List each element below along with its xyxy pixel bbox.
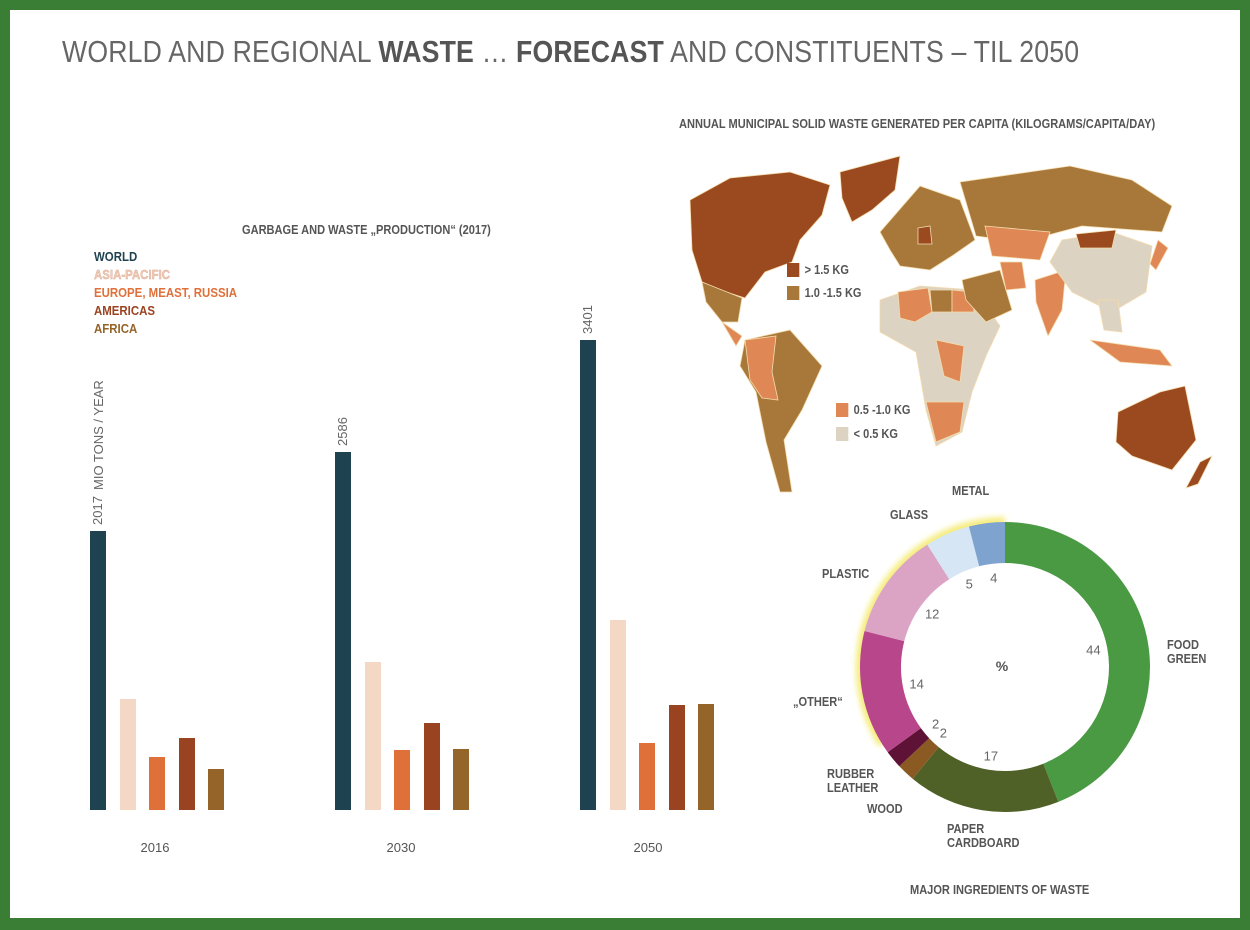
bar-africa-2030	[453, 749, 469, 810]
bar-world-2050	[580, 339, 596, 810]
bar-americas-2016	[178, 738, 195, 810]
map-australia	[1115, 385, 1197, 471]
donut-slice-paper-cardboard	[912, 747, 1059, 812]
map-mexico	[701, 281, 743, 323]
donut-title: MAJOR INGREDIENTS OF WASTE	[910, 882, 1090, 897]
map-central-america	[721, 321, 743, 347]
map-iran	[999, 261, 1027, 291]
bar-europe-meast-russia-2030	[394, 749, 410, 810]
map-new-zealand	[1185, 455, 1213, 489]
map-legend-high: > 1.5 KG	[787, 263, 849, 277]
bar-europe-meast-russia-2016	[149, 756, 165, 810]
title-bold-forecast: FORECAST	[515, 34, 664, 69]
donut-value-label: 14	[909, 676, 924, 692]
legend-world: WORLD	[94, 249, 138, 264]
donut-slice-plastic	[864, 544, 950, 642]
map-middle-east	[961, 269, 1013, 323]
map-title: ANNUAL MUNICIPAL SOLID WASTE GENERATED P…	[679, 116, 1156, 131]
title-text: WORLD AND REGIONAL	[62, 34, 379, 69]
donut-value-label: 12	[924, 606, 940, 622]
donut-slice-food-green	[1005, 522, 1150, 802]
title-text-end: AND CONSTITUENTS – TIL 2050	[664, 34, 1080, 69]
swatch-icon	[836, 403, 849, 417]
bar-asia-pacific-2016	[119, 699, 136, 810]
x-tick-2016: 2016	[140, 840, 170, 855]
label-rubber-leather: RUBBER LEATHER	[827, 766, 879, 795]
donut-slice-glass	[927, 526, 980, 580]
swatch-icon	[787, 286, 800, 300]
map-legend-mid-high: 1.0 -1.5 KG	[787, 286, 861, 300]
bar-europe-meast-russia-2050	[639, 742, 655, 810]
donut-value-label: 4	[990, 570, 998, 586]
donut-value-label: 5	[965, 576, 973, 592]
legend-americas: AMERICAS	[94, 303, 156, 318]
donut-value-label: 17	[983, 748, 999, 764]
bar-world-2030	[335, 452, 351, 810]
map-greenland	[839, 155, 901, 223]
x-tick-2050: 2050	[633, 840, 663, 855]
bar-americas-2050	[668, 704, 685, 810]
donut-slice-metal	[968, 522, 1005, 567]
map-central-asia	[984, 225, 1051, 261]
map-germany	[917, 225, 933, 245]
swatch-icon	[836, 427, 849, 441]
bar-africa-2016	[208, 769, 224, 810]
label-wood: WOOD	[867, 801, 903, 816]
legend-africa: AFRICA	[94, 321, 138, 336]
donut-value-label: 44	[1086, 642, 1101, 658]
map-andes	[744, 335, 779, 401]
map-japan	[1149, 239, 1169, 271]
map-legend-label: 1.0 -1.5 KG	[804, 286, 862, 300]
donut-center-label: %	[995, 658, 1009, 674]
donut-slice-wood	[899, 738, 939, 779]
map-indonesia	[1089, 339, 1173, 367]
page-title: WORLD AND REGIONAL WASTE … FORECAST AND …	[62, 34, 1079, 70]
bar-africa-2050	[698, 704, 714, 810]
map-china	[1049, 231, 1153, 313]
legend-asia-pacific: ASIA-PACIFIC	[94, 267, 171, 282]
map-legend-label: 0.5 -1.0 KG	[853, 403, 911, 417]
label-plastic: PLASTIC	[822, 566, 870, 581]
bar-americas-2030	[423, 722, 440, 810]
swatch-icon	[787, 263, 800, 277]
bar-chart-title: GARBAGE AND WASTE „PRODUCTION“ (2017)	[242, 222, 491, 237]
map-legend-mid-low: 0.5 -1.0 KG	[836, 403, 910, 417]
label-other: „OTHER“	[793, 694, 843, 709]
donut-value-label: 2	[939, 725, 948, 741]
map-se-asia	[1097, 299, 1123, 333]
title-bold-waste: WASTE	[378, 34, 474, 69]
donut-slice-rubber-leather	[887, 728, 930, 767]
map-central-africa	[935, 339, 965, 383]
label-food-green: FOOD GREEN	[1167, 637, 1207, 666]
x-tick-2030: 2030	[386, 840, 416, 855]
map-legend-label: < 0.5 KG	[853, 427, 898, 441]
label-paper-cardboard: PAPER CARDBOARD	[947, 821, 1020, 850]
map-legend-low: < 0.5 KG	[836, 427, 898, 441]
label-metal: METAL	[952, 483, 990, 498]
legend-europe: EUROPE, MEAST, RUSSIA	[94, 285, 238, 300]
title-ellipsis: …	[473, 34, 516, 69]
bar-asia-pacific-2050	[609, 619, 626, 810]
map-mongolia	[1075, 229, 1117, 249]
map-north-africa	[897, 287, 933, 323]
donut-value-label: 2	[932, 716, 940, 732]
bar-legend: WORLD ASIA-PACIFIC EUROPE, MEAST, RUSSIA…	[94, 248, 257, 338]
map-legend-label: > 1.5 KG	[804, 263, 849, 277]
donut-slice-other	[859, 630, 921, 753]
map-southern-africa	[925, 401, 965, 443]
bar-world-2016	[90, 531, 106, 810]
label-glass: GLASS	[890, 507, 929, 522]
bar-asia-pacific-2030	[364, 662, 381, 810]
